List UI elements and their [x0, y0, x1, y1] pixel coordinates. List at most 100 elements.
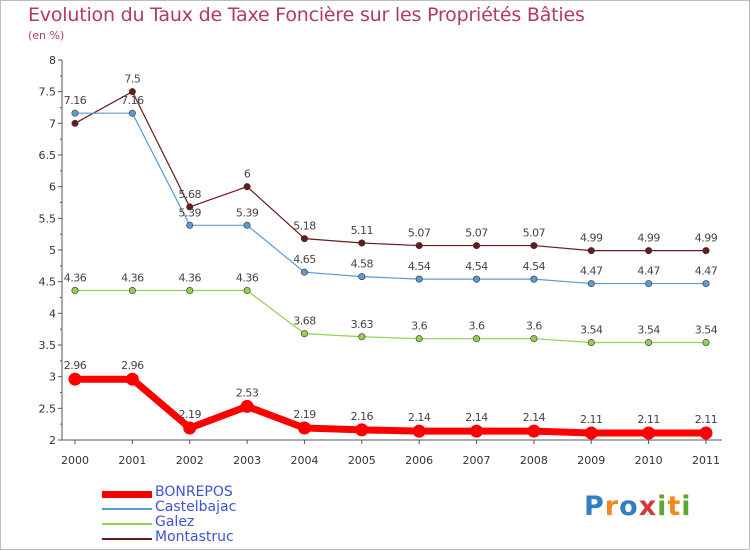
data-label: 5.68: [178, 188, 201, 201]
logo-letter: x: [638, 491, 658, 522]
data-label: 2.11: [695, 413, 718, 426]
series-line-bonrepos: [71, 375, 710, 437]
logo-letter: t: [667, 491, 682, 522]
data-label: 4.47: [580, 265, 603, 278]
proxiti-logo: Proxiti: [584, 491, 692, 522]
data-label: 3.68: [293, 315, 316, 328]
data-point: [587, 247, 595, 255]
data-point: [358, 273, 366, 281]
x-tick-label: 2011: [692, 454, 720, 467]
legend-swatch: [102, 523, 152, 525]
y-tick-label: 2: [49, 434, 56, 447]
data-point: [71, 287, 79, 295]
data-point: [240, 399, 254, 413]
x-tick-label: 2002: [176, 454, 204, 467]
logo-letter: P: [584, 491, 605, 522]
chart-subtitle: (en %): [28, 29, 65, 42]
data-label: 3.6: [411, 320, 427, 333]
data-label: 3.54: [580, 323, 603, 336]
data-point: [128, 287, 136, 295]
x-tick-label: 2006: [405, 454, 433, 467]
data-label: 2.11: [637, 413, 660, 426]
logo-letter: i: [681, 491, 692, 522]
logo-letter: i: [657, 491, 668, 522]
data-point: [702, 280, 710, 288]
legend-label: Montastruc: [155, 529, 234, 545]
y-tick-label: 7.5: [39, 86, 57, 99]
y-tick-label: 3.5: [39, 339, 57, 352]
data-point: [300, 235, 308, 243]
data-label: 5.39: [178, 206, 201, 219]
data-point: [530, 242, 538, 250]
x-tick-label: 2007: [463, 454, 491, 467]
data-label: 4.47: [637, 265, 660, 278]
data-label: 4.36: [236, 272, 259, 285]
data-label: 2.19: [293, 408, 316, 421]
data-point: [300, 268, 308, 276]
data-label: 4.36: [178, 272, 201, 285]
chart-title: Evolution du Taux de Taxe Foncière sur l…: [28, 4, 585, 26]
data-label: 5.11: [351, 224, 374, 237]
y-tick-label: 8: [49, 54, 56, 67]
data-point: [527, 424, 541, 438]
data-point: [128, 88, 136, 96]
data-label: 4.54: [408, 260, 431, 273]
data-point: [530, 275, 538, 283]
y-tick-label: 4.5: [39, 276, 57, 289]
y-tick-label: 7: [49, 117, 56, 130]
y-tick-label: 5: [49, 244, 56, 257]
data-point: [587, 280, 595, 288]
data-point: [645, 338, 653, 346]
data-label: 2.14: [408, 411, 431, 424]
data-point: [186, 203, 194, 211]
data-point: [587, 338, 595, 346]
data-label: 3.54: [637, 323, 660, 336]
data-point: [71, 119, 79, 127]
legend-label: BONREPOS: [155, 484, 233, 500]
x-tick-label: 2005: [348, 454, 376, 467]
data-label: 4.36: [64, 272, 87, 285]
legend-swatch: [102, 538, 152, 540]
data-label: 2.53: [236, 386, 259, 399]
data-point: [415, 242, 423, 250]
y-tick-label: 6: [49, 181, 56, 194]
data-point: [128, 109, 136, 117]
logo-letter: o: [619, 491, 639, 522]
data-point: [68, 372, 82, 386]
data-point: [358, 239, 366, 247]
data-point: [71, 109, 79, 117]
data-label: 7.16: [121, 94, 144, 107]
data-label: 2.16: [351, 410, 374, 423]
data-label: 2.14: [523, 411, 546, 424]
series-line-montastruc: [74, 91, 707, 252]
x-tick-label: 2004: [290, 454, 318, 467]
data-point: [243, 287, 251, 295]
data-point: [243, 183, 251, 191]
y-tick-label: 2.5: [39, 402, 57, 415]
data-label: 4.99: [695, 232, 718, 245]
data-point: [186, 287, 194, 295]
series-line-castelbajac: [74, 112, 707, 285]
logo-letter: r: [604, 491, 620, 522]
data-label: 3.63: [351, 318, 374, 331]
data-label: 3.6: [469, 320, 485, 333]
x-tick-label: 2008: [520, 454, 548, 467]
data-point: [473, 242, 481, 250]
data-point: [297, 421, 311, 435]
data-point: [355, 423, 369, 437]
x-tick-label: 2000: [61, 454, 89, 467]
data-label: 5.07: [408, 227, 431, 240]
x-tick-label: 2010: [635, 454, 663, 467]
legend-label: Galez: [155, 514, 195, 530]
data-point: [183, 421, 197, 435]
data-label: 4.36: [121, 272, 144, 285]
data-point: [243, 221, 251, 229]
y-tick-label: 3: [49, 371, 56, 384]
data-point: [702, 338, 710, 346]
data-point: [415, 275, 423, 283]
data-point: [300, 330, 308, 338]
data-label: 3.54: [695, 323, 718, 336]
legend-swatch: [102, 508, 152, 510]
data-label: 4.99: [637, 232, 660, 245]
